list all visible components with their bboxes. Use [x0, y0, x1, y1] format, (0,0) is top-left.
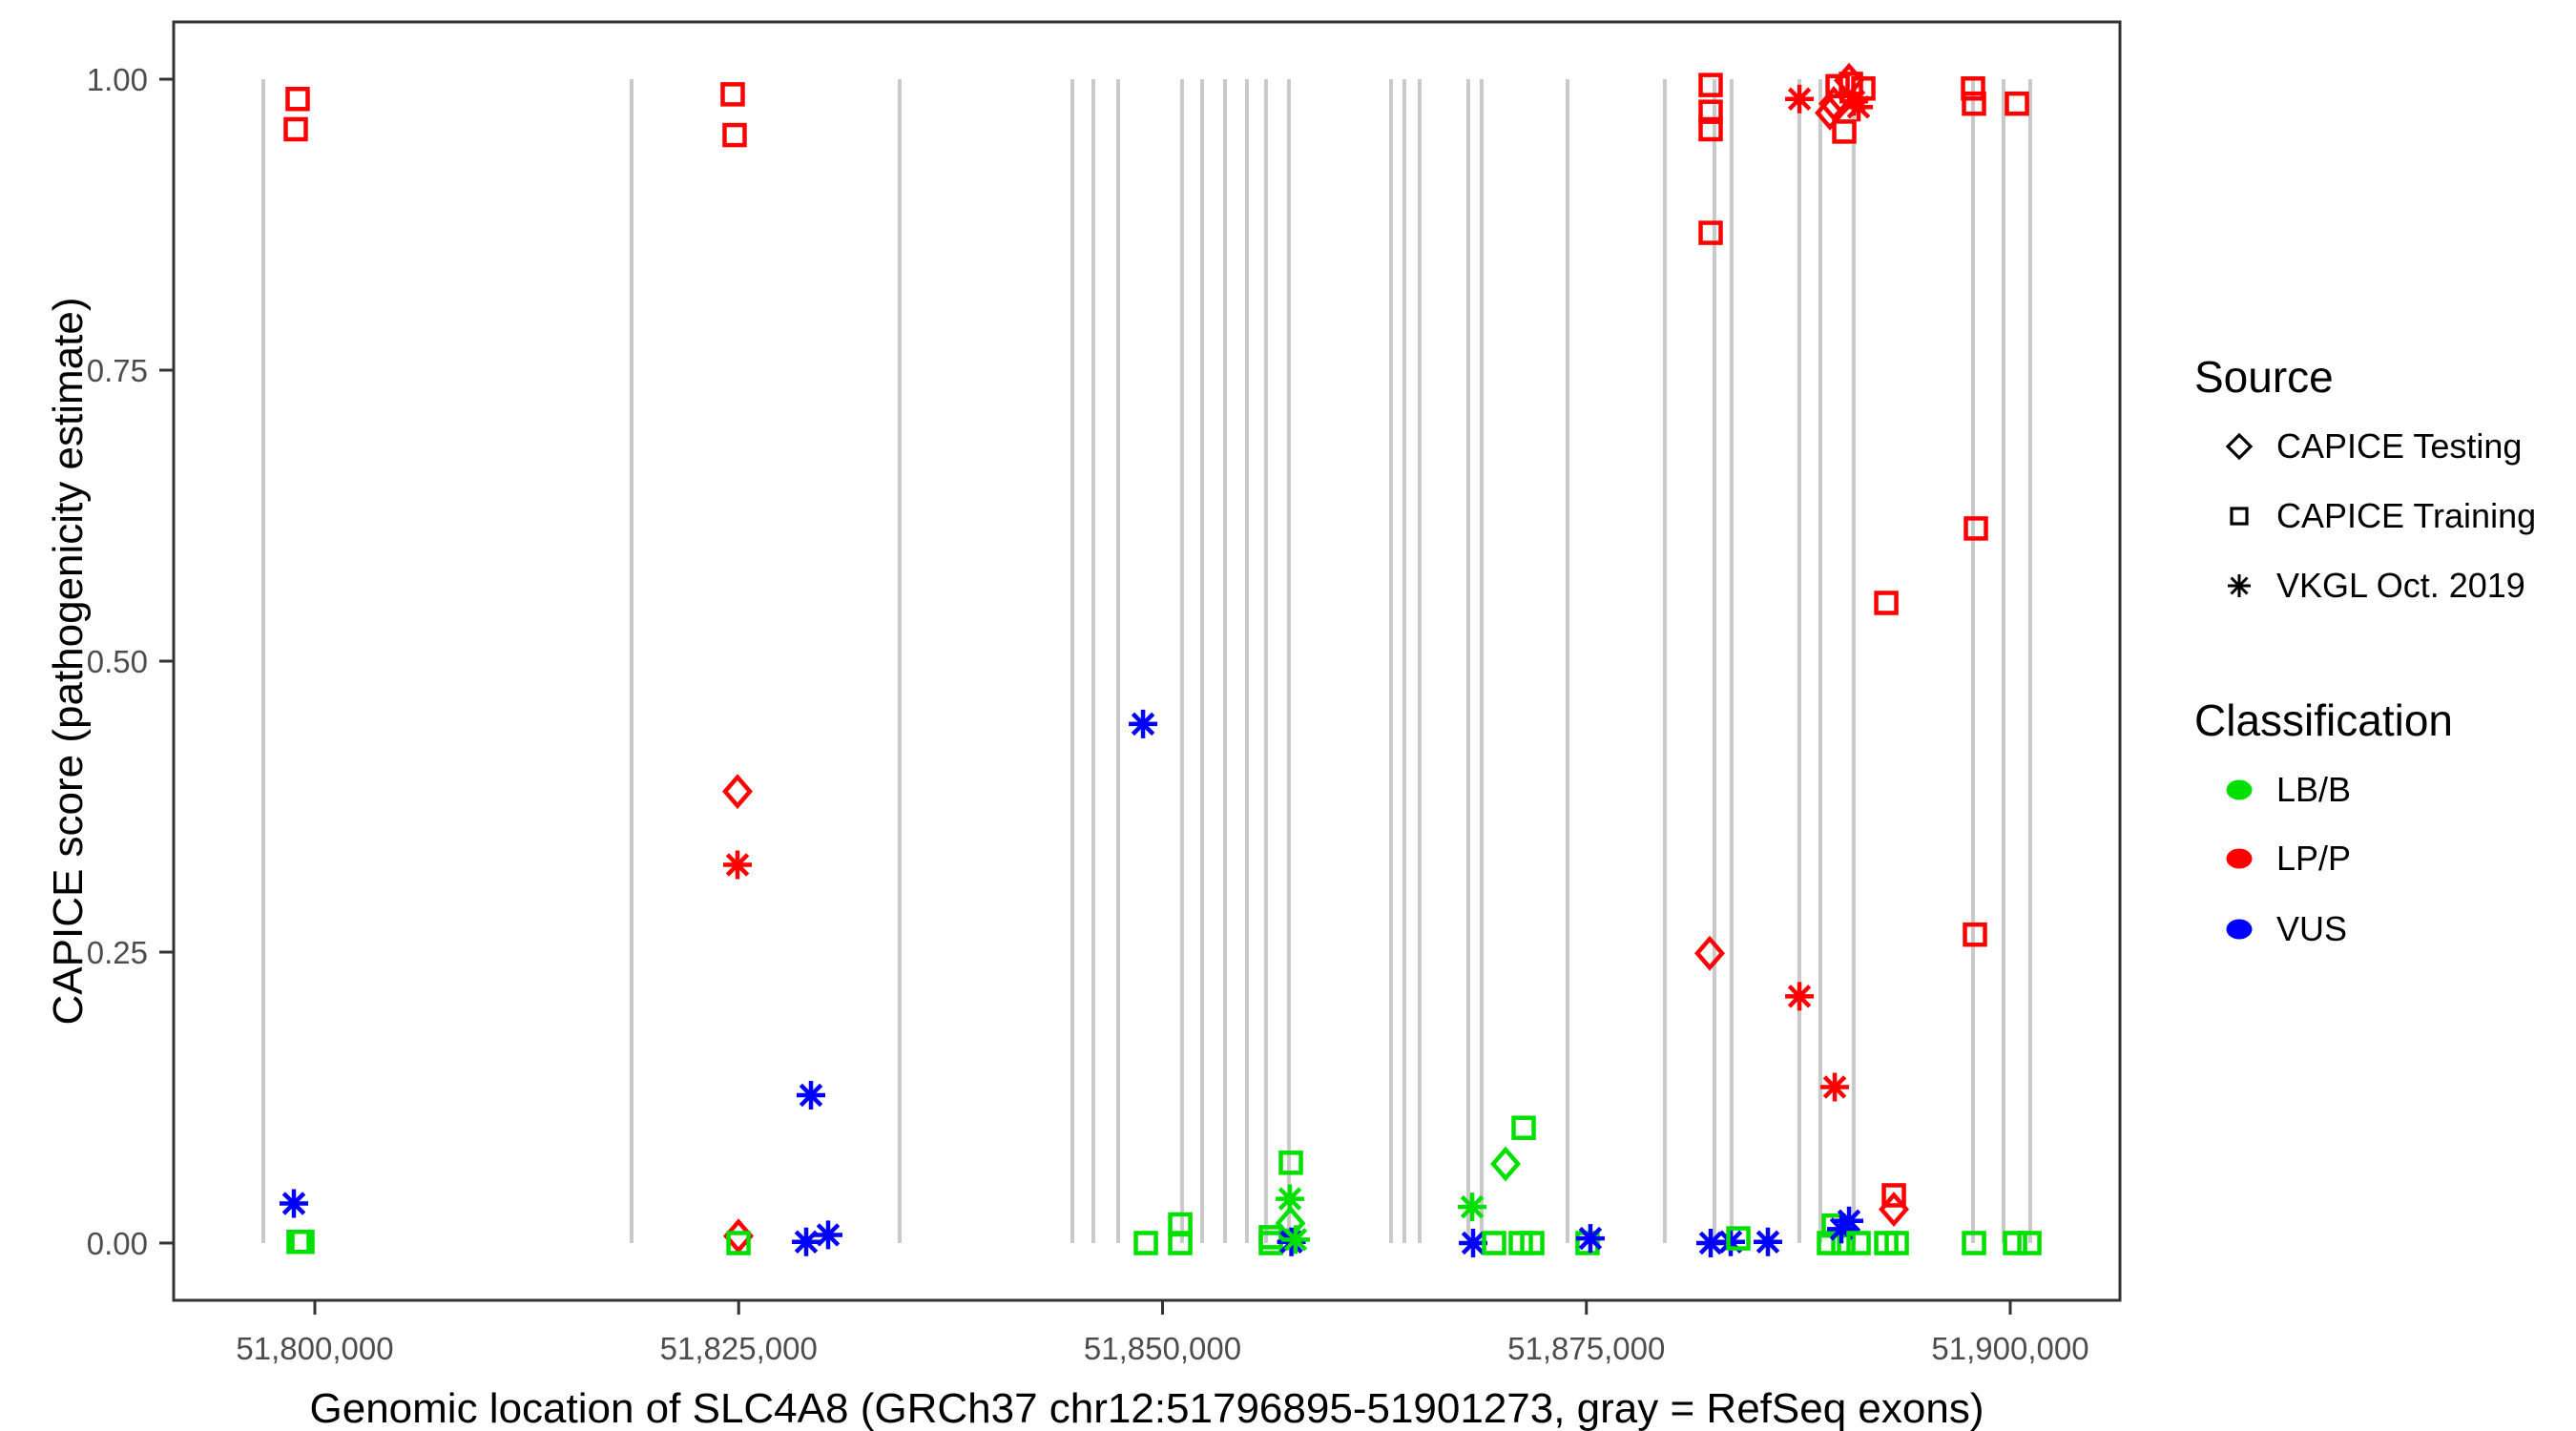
green-dot-icon — [2215, 766, 2263, 814]
point-square — [1962, 91, 1986, 116]
legend-label: LP/P — [2276, 839, 2352, 878]
asterisk-icon — [2215, 562, 2263, 610]
point-square — [1133, 1231, 1158, 1255]
data-points — [279, 62, 2042, 1257]
legend-item-lpp: LP/P — [2215, 832, 2351, 885]
red-dot-icon — [2215, 835, 2263, 882]
y-axis-title: CAPICE score (pathogenicity estimate) — [45, 297, 92, 1026]
point-asterisk — [1458, 1192, 1487, 1222]
point-square — [285, 87, 310, 112]
y-tick-label: 0.50 — [87, 644, 148, 679]
legend-classification-title: Classification — [2194, 695, 2453, 745]
point-square — [722, 122, 747, 148]
point-square — [1963, 922, 1987, 947]
point-square — [1874, 591, 1899, 615]
x-axis-title: Genomic location of SLC4A8 (GRCh37 chr12… — [309, 1385, 1984, 1431]
point-square — [1698, 99, 1723, 124]
point-asterisk — [814, 1220, 843, 1250]
point-square — [1851, 76, 1876, 101]
legend-label: VUS — [2276, 909, 2348, 948]
legend-label: CAPICE Training — [2276, 496, 2537, 535]
legend-item-lbb: LB/B — [2215, 763, 2351, 817]
point-square — [1881, 1183, 1906, 1208]
point-asterisk — [1754, 1227, 1783, 1256]
point-asterisk — [1835, 1206, 1864, 1235]
legend-label: CAPICE Testing — [2276, 426, 2523, 466]
point-square — [2017, 1231, 2042, 1255]
point-diamond — [1490, 1146, 1521, 1182]
point-square — [1846, 1231, 1871, 1255]
point-asterisk — [1785, 84, 1815, 114]
point-square — [1884, 1231, 1909, 1255]
point-asterisk — [1276, 1184, 1305, 1213]
point-square — [283, 116, 308, 142]
y-tick-label: 1.00 — [87, 62, 148, 97]
x-tick-label: 51,850,000 — [1084, 1331, 1241, 1366]
point-square — [1698, 116, 1723, 142]
y-tick-label: 0.00 — [87, 1226, 148, 1261]
point-diamond — [1694, 935, 1725, 971]
axis-ticks: 51,800,000 51,825,000 51,850,000 51,875,000… — [87, 62, 2089, 1366]
point-square — [1963, 516, 1988, 541]
point-asterisk — [796, 1081, 825, 1110]
point-square — [1278, 1151, 1303, 1175]
y-tick-label: 0.75 — [87, 353, 148, 388]
legend-label: LB/B — [2276, 770, 2352, 809]
point-asterisk — [1575, 1224, 1605, 1254]
point-square — [2005, 91, 2029, 116]
point-square — [1258, 1225, 1283, 1250]
point-diamond — [1818, 86, 1850, 122]
point-asterisk — [1129, 709, 1158, 738]
refseq-exon-lines — [260, 79, 2032, 1243]
blue-dot-icon — [2215, 905, 2263, 953]
y-tick-label: 0.25 — [87, 935, 148, 970]
point-square — [1511, 1115, 1536, 1140]
point-asterisk — [723, 850, 753, 880]
point-square — [720, 82, 745, 107]
legend-item-vus: VUS — [2215, 902, 2347, 956]
point-diamond — [1879, 1192, 1910, 1228]
point-square — [1726, 1226, 1751, 1251]
legend-source-title: Source — [2194, 352, 2334, 402]
point-square — [1962, 1231, 1986, 1255]
point-square — [1520, 1231, 1545, 1255]
point-square — [1698, 220, 1723, 245]
legend-item-capice-testing: CAPICE Testing — [2215, 420, 2522, 473]
point-square — [1832, 119, 1857, 144]
point-asterisk — [792, 1227, 821, 1256]
square-icon — [2215, 492, 2263, 540]
point-asterisk — [1716, 1227, 1746, 1256]
legend-item-capice-training: CAPICE Training — [2215, 489, 2536, 543]
x-tick-label: 51,875,000 — [1507, 1331, 1665, 1366]
point-square — [2003, 1231, 2027, 1255]
x-tick-label: 51,825,000 — [660, 1331, 818, 1366]
x-tick-label: 51,900,000 — [1931, 1331, 2088, 1366]
legend-item-vkgl: VKGL Oct. 2019 — [2215, 559, 2525, 612]
point-asterisk — [279, 1189, 308, 1218]
x-tick-label: 51,800,000 — [236, 1331, 393, 1366]
point-square — [1482, 1231, 1506, 1255]
point-square — [1698, 73, 1723, 97]
point-diamond — [722, 774, 753, 810]
point-square — [1961, 76, 1985, 101]
point-asterisk — [1281, 1225, 1311, 1255]
point-square — [1817, 1231, 1841, 1255]
legend-label: VKGL Oct. 2019 — [2276, 566, 2525, 605]
point-asterisk — [1696, 1228, 1726, 1257]
point-square — [1839, 72, 1863, 96]
point-square — [1168, 1231, 1193, 1255]
diamond-icon — [2215, 423, 2263, 470]
point-diamond — [1815, 94, 1846, 131]
point-asterisk — [1785, 982, 1815, 1011]
point-square — [290, 1230, 315, 1255]
point-square — [726, 1231, 751, 1255]
panel-border — [172, 20, 2122, 1302]
point-asterisk — [1820, 1072, 1850, 1102]
